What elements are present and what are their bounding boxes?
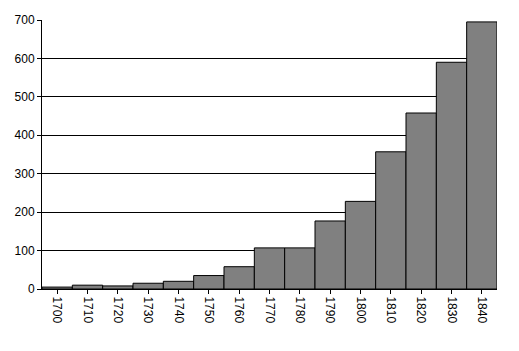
svg-text:1800: 1800 bbox=[354, 296, 368, 323]
svg-text:600: 600 bbox=[15, 52, 35, 66]
svg-text:1760: 1760 bbox=[232, 296, 246, 323]
svg-text:1740: 1740 bbox=[172, 296, 186, 323]
svg-text:1840: 1840 bbox=[475, 296, 489, 323]
svg-text:1720: 1720 bbox=[111, 296, 125, 323]
svg-text:400: 400 bbox=[15, 128, 35, 142]
svg-text:700: 700 bbox=[15, 13, 35, 27]
svg-text:1810: 1810 bbox=[384, 296, 398, 323]
svg-text:1830: 1830 bbox=[445, 296, 459, 323]
svg-text:1820: 1820 bbox=[414, 296, 428, 323]
svg-text:1770: 1770 bbox=[263, 296, 277, 323]
svg-text:500: 500 bbox=[15, 90, 35, 104]
svg-text:1750: 1750 bbox=[202, 296, 216, 323]
svg-text:200: 200 bbox=[15, 205, 35, 219]
svg-text:1780: 1780 bbox=[293, 296, 307, 323]
svg-text:1710: 1710 bbox=[81, 296, 95, 323]
svg-text:1700: 1700 bbox=[50, 296, 64, 323]
svg-text:100: 100 bbox=[15, 244, 35, 258]
svg-text:1790: 1790 bbox=[323, 296, 337, 323]
svg-text:0: 0 bbox=[28, 282, 35, 296]
svg-text:1730: 1730 bbox=[141, 296, 155, 323]
svg-text:300: 300 bbox=[15, 167, 35, 181]
